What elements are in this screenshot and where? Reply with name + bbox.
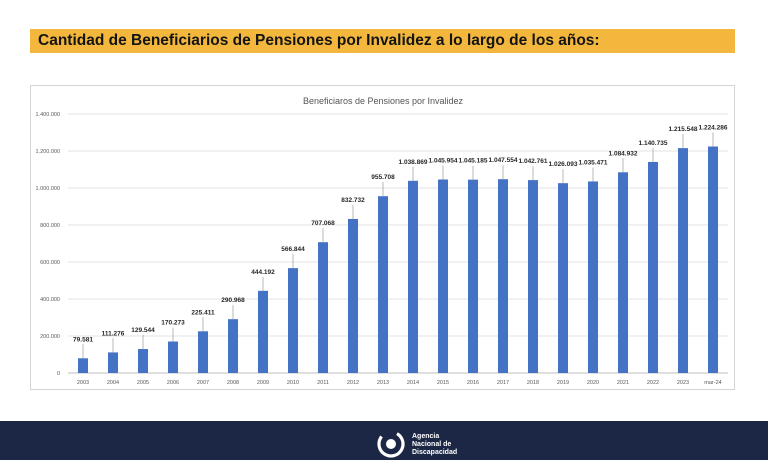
page-title: Cantidad de Beneficiarios de Pensiones p… [38,32,600,49]
x-tick-label: 2023 [677,380,689,386]
bar [618,172,628,373]
data-label: 1.215.548 [669,126,698,133]
bar [108,352,118,373]
x-tick-label: mar-24 [704,380,721,386]
bar [468,179,478,373]
x-tick-label: 2020 [587,380,599,386]
x-tick-label: 2019 [557,380,569,386]
bar [348,218,358,373]
bar [228,319,238,373]
bar [288,268,298,373]
y-tick-label: 600.000 [40,260,60,266]
data-label: 444.192 [251,269,275,276]
x-tick-label: 2010 [287,380,299,386]
bar [168,341,178,373]
x-tick-label: 2005 [137,380,149,386]
data-label: 225.411 [191,309,215,316]
data-label: 1.038.869 [399,159,428,166]
bar [198,331,208,373]
bar [588,181,598,373]
x-tick-label: 2022 [647,380,659,386]
data-label: 1.084.932 [609,150,638,157]
bar-chart: Beneficiaros de Pensiones por Invalidez … [36,96,728,386]
bar [78,358,88,373]
y-tick-label: 0 [57,371,60,377]
y-axis-ticks: 0 200.000 400.000 600.000 800.000 1.000.000 1.… [36,112,60,377]
y-tick-label: 1.200.000 [36,149,60,155]
bar [648,161,658,373]
x-tick-label: 2003 [77,380,89,386]
x-tick-label: 2012 [347,380,359,386]
data-label: 832.732 [341,197,365,204]
data-label: 707.068 [311,220,335,227]
bar [708,146,718,373]
data-label: 290.968 [221,297,245,304]
x-tick-label: 2017 [497,380,509,386]
y-tick-label: 400.000 [40,297,60,303]
data-label: 111.276 [102,330,125,337]
data-label: 1.045.954 [429,157,458,164]
data-label: 79.581 [73,336,93,343]
data-label: 1.042.761 [519,158,548,165]
x-tick-label: 2011 [317,380,329,386]
bar [378,196,388,373]
data-label: 1.224.286 [699,125,728,132]
data-label: 566.844 [281,246,305,253]
logo-line-3: Discapacidad [412,449,458,456]
x-tick-label: 2015 [437,380,449,386]
x-tick-label: 2008 [227,380,239,386]
bar [678,148,688,373]
y-tick-label: 1.000.000 [36,186,60,192]
y-tick-label: 200.000 [40,334,60,340]
data-labels: 79.581 111.276 129.544 170.273 225.411 290.96… [73,125,728,359]
data-label: 129.544 [131,327,155,334]
agency-logo-icon [377,430,405,458]
x-tick-label: 2004 [107,380,119,386]
agency-logo-text: Agencia Nacional de Discapacidad [412,433,457,457]
bar [498,179,508,373]
chart-frame: Beneficiaros de Pensiones por Invalidez … [30,85,735,390]
x-tick-label: 2013 [377,380,389,386]
y-tick-label: 1.400.000 [36,112,60,118]
bar [438,179,448,373]
bar [258,290,268,373]
data-label: 1.140.735 [639,140,668,147]
data-label: 1.045.185 [459,158,488,165]
bar [528,180,538,373]
x-tick-label: 2018 [527,380,539,386]
x-tick-label: 2006 [167,380,179,386]
data-label: 170.273 [161,319,185,326]
gridlines [68,113,728,374]
y-tick-label: 800.000 [40,223,60,229]
logo-line-1: Agencia [412,433,440,440]
bar [138,349,148,373]
bars [78,146,718,373]
bar [558,183,568,373]
x-tick-label: 2009 [257,380,269,386]
x-tick-label: 2016 [467,380,479,386]
data-label: 955.708 [371,174,395,181]
bar [318,242,328,373]
bar [408,180,418,373]
data-label: 1.035.471 [579,159,608,166]
title-banner: Cantidad de Beneficiarios de Pensiones p… [30,29,735,53]
x-tick-label: 2007 [197,380,209,386]
x-axis-ticks: 2003 2004 2005 2006 2007 2008 2009 2010 2011 2012… [77,380,722,386]
logo-line-2: Nacional de [412,441,452,448]
data-label: 1.047.554 [489,157,518,164]
data-label: 1.026.093 [549,161,578,168]
x-tick-label: 2014 [407,380,419,386]
chart-title: Beneficiaros de Pensiones por Invalidez [303,96,464,106]
x-tick-label: 2021 [617,380,629,386]
